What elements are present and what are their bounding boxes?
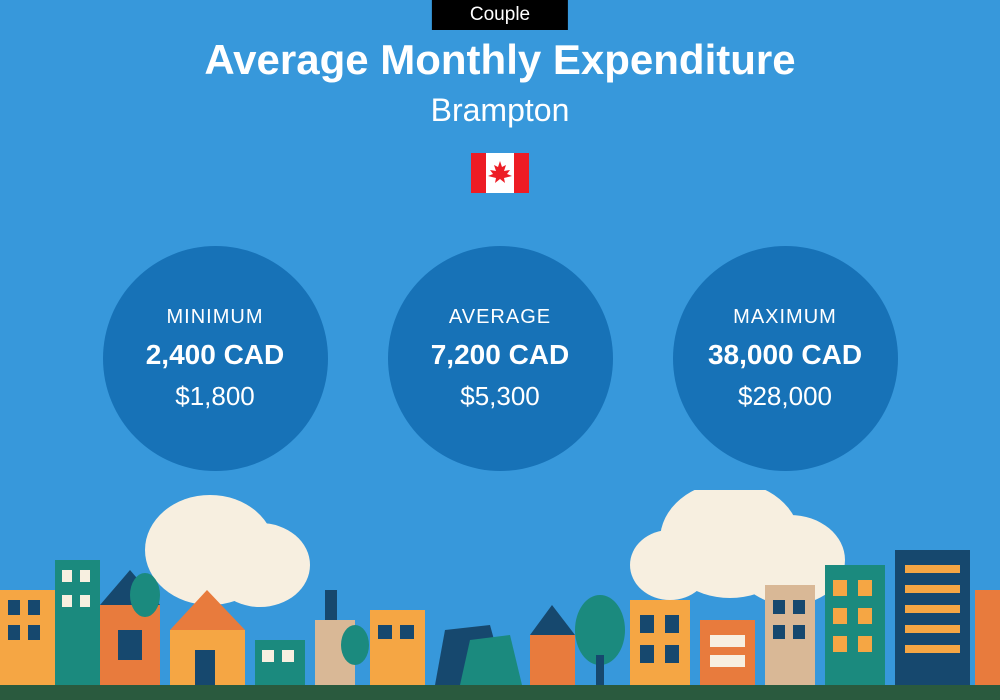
stat-circle-average: AVERAGE 7,200 CAD $5,300 xyxy=(388,246,613,471)
stat-secondary-value: $5,300 xyxy=(460,381,540,412)
stat-circle-minimum: MINIMUM 2,400 CAD $1,800 xyxy=(103,246,328,471)
stat-label: AVERAGE xyxy=(449,306,551,329)
stat-circles-row: MINIMUM 2,400 CAD $1,800 AVERAGE 7,200 C… xyxy=(0,246,1000,471)
stat-primary-value: 38,000 CAD xyxy=(708,339,862,371)
stat-primary-value: 7,200 CAD xyxy=(431,339,570,371)
cityscape-illustration xyxy=(0,490,1000,700)
location-subtitle: Brampton xyxy=(0,92,1000,129)
stat-circle-maximum: MAXIMUM 38,000 CAD $28,000 xyxy=(673,246,898,471)
canada-flag-icon xyxy=(471,153,529,193)
stat-secondary-value: $28,000 xyxy=(738,381,832,412)
stat-label: MAXIMUM xyxy=(733,306,837,329)
badge-text: Couple xyxy=(470,4,530,25)
stat-label: MINIMUM xyxy=(167,306,264,329)
stat-secondary-value: $1,800 xyxy=(175,381,255,412)
stat-primary-value: 2,400 CAD xyxy=(146,339,285,371)
category-badge: Couple xyxy=(432,0,568,30)
page-title: Average Monthly Expenditure xyxy=(0,36,1000,84)
